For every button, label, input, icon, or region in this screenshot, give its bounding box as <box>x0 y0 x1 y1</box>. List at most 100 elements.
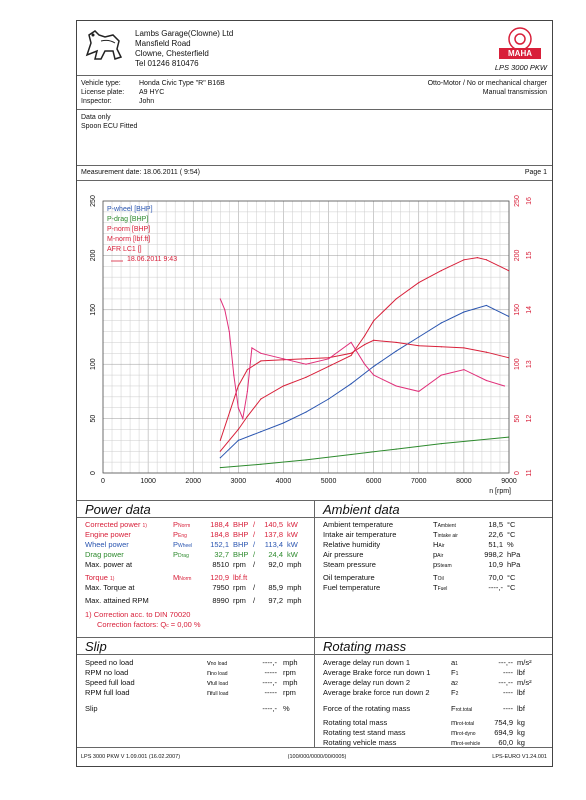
power-extra-label: Max. Torque at <box>85 583 135 592</box>
footer-code: (100/000/0000/00/0005) <box>287 754 347 760</box>
rot-row-unit: m/s² <box>517 678 532 687</box>
chart-legend: P-wheel [BHP] P-drag [BHP] P-norm [BHP] M-n… <box>107 206 177 263</box>
note-1: Data only <box>81 114 111 121</box>
rot-row-label: Average brake force run down 2 <box>323 688 430 697</box>
series-point <box>350 453 352 456</box>
ambient-value: 10,9 <box>488 560 503 569</box>
x-tick-label: 0 <box>101 478 105 485</box>
series-line-m-norm <box>219 339 509 441</box>
chart-axes: 0 1000 2000 3000 4000 5000 6000 7000 8000 9000050… <box>90 195 533 495</box>
power-row-symbol: PNorm <box>173 520 191 529</box>
series-point <box>507 270 510 272</box>
power-row-label: Wheel power <box>85 540 129 549</box>
series-point <box>507 315 510 317</box>
power-row-unit-1: BHP <box>233 540 249 549</box>
series-point <box>260 431 262 433</box>
series-point <box>395 448 397 450</box>
ambient-value: 998,2 <box>484 550 503 559</box>
ambient-label: Air pressure <box>323 550 364 559</box>
y-tick-label: 50 <box>90 415 97 423</box>
rot-mass-unit: kg <box>517 728 525 737</box>
y-right-tick-afr: 14 <box>526 306 533 314</box>
x-axis-label: n [rpm] <box>489 488 511 495</box>
slip-unit: mph <box>283 678 298 687</box>
ambient-symbol: pAir <box>433 550 444 559</box>
slip-label: RPM full load <box>85 688 130 697</box>
torque-label: Torque 1) <box>85 573 115 582</box>
power-row-value-1: 8510 <box>212 560 229 569</box>
company-address-2: Clowne, Chesterfield <box>135 49 209 58</box>
y-tick-label: 0 <box>90 471 97 475</box>
series-point <box>485 379 488 382</box>
y-right-tick-afr: 13 <box>526 360 533 368</box>
company-phone: Tel 01246 810476 <box>135 59 199 68</box>
system-model: LPS 3000 PKW <box>494 63 547 72</box>
series-point <box>260 352 262 354</box>
series-point <box>237 428 239 431</box>
rot-row-value: ---,-- <box>498 658 513 667</box>
slip-value: ----,- <box>262 678 277 687</box>
series-point <box>395 298 397 300</box>
torque-value: 120,9 <box>210 573 229 582</box>
ambient-unit: °C <box>507 530 516 539</box>
slip-symbol: vfull load <box>207 678 228 687</box>
series-point <box>305 376 307 378</box>
ambient-value: 70,0 <box>488 573 503 582</box>
dyno-report-page: Lambs Garage(Clowne) Ltd Mansfield Road … <box>76 20 553 767</box>
chart-grid <box>102 200 510 474</box>
power-row-label: Max. power at <box>85 560 133 569</box>
legend-entry: P-norm [BHP] <box>107 226 150 233</box>
power-row-unit-2: mph <box>287 560 302 569</box>
power-extra-value-1: 7950 <box>212 583 229 592</box>
y-right-tick-torque: 0 <box>514 471 521 475</box>
ambient-symbol: Tintake air <box>433 530 458 539</box>
power-extra-value-2: 85,9 <box>268 583 283 592</box>
y-right-tick-afr: 11 <box>526 469 533 476</box>
power-row-label: Drag power <box>85 550 124 559</box>
power-extra-unit-1: rpm <box>233 583 246 592</box>
legend-entry: M-norm [lbf.ft] <box>107 236 150 243</box>
rot-force-symbol: Frot.total <box>451 704 473 713</box>
slip-total-value: ----,- <box>262 704 277 713</box>
slip-value: ----- <box>264 688 278 697</box>
rotating-mass-title: Rotating mass <box>323 639 407 654</box>
series-point <box>246 369 248 371</box>
series-point <box>373 374 375 376</box>
x-tick-label: 8000 <box>456 478 472 485</box>
x-tick-label: 4000 <box>276 478 292 485</box>
ambient-symbol: TOil <box>433 573 444 582</box>
power-row-symbol: PWheel <box>173 540 193 549</box>
slip-symbol: nfull load <box>207 688 229 697</box>
dog-logo-icon <box>85 30 123 60</box>
ambient-value: 18,5 <box>488 520 503 529</box>
series-point <box>350 352 352 354</box>
series-point <box>350 341 352 344</box>
series-point <box>327 398 330 400</box>
ambient-symbol: pSteam <box>433 560 452 569</box>
ambient-data-title: Ambient data <box>323 502 400 517</box>
series-point <box>373 339 375 341</box>
series-point <box>260 398 262 400</box>
power-extra-value-1: 8990 <box>212 596 229 605</box>
rot-mass-label: Rotating test stand mass <box>323 728 406 737</box>
series-point <box>485 351 488 353</box>
inspector-label: Inspector: <box>81 98 112 105</box>
y-right-tick-torque: 150 <box>514 304 521 316</box>
legend-entry: 18.06.2011 9:43 <box>127 256 177 263</box>
series-point <box>233 374 235 376</box>
vehicle-type-label: Vehicle type: <box>81 80 121 87</box>
series-point <box>364 363 366 365</box>
ambient-label: Fuel temperature <box>323 583 381 592</box>
slip-label: Speed full load <box>85 678 135 687</box>
ambient-unit: % <box>507 540 514 549</box>
maha-brand-text: MAHA <box>508 49 532 58</box>
transmission-type: Manual transmission <box>482 89 547 96</box>
rot-mass-label: Rotating vehicle mass <box>323 738 397 747</box>
x-tick-label: 9000 <box>501 478 517 485</box>
plot-frame <box>102 200 510 474</box>
series-point <box>350 383 352 385</box>
y-tick-label: 150 <box>90 304 97 316</box>
series-point <box>463 347 465 349</box>
x-tick-label: 6000 <box>366 478 382 485</box>
power-extra-unit-1: rpm <box>233 596 246 605</box>
